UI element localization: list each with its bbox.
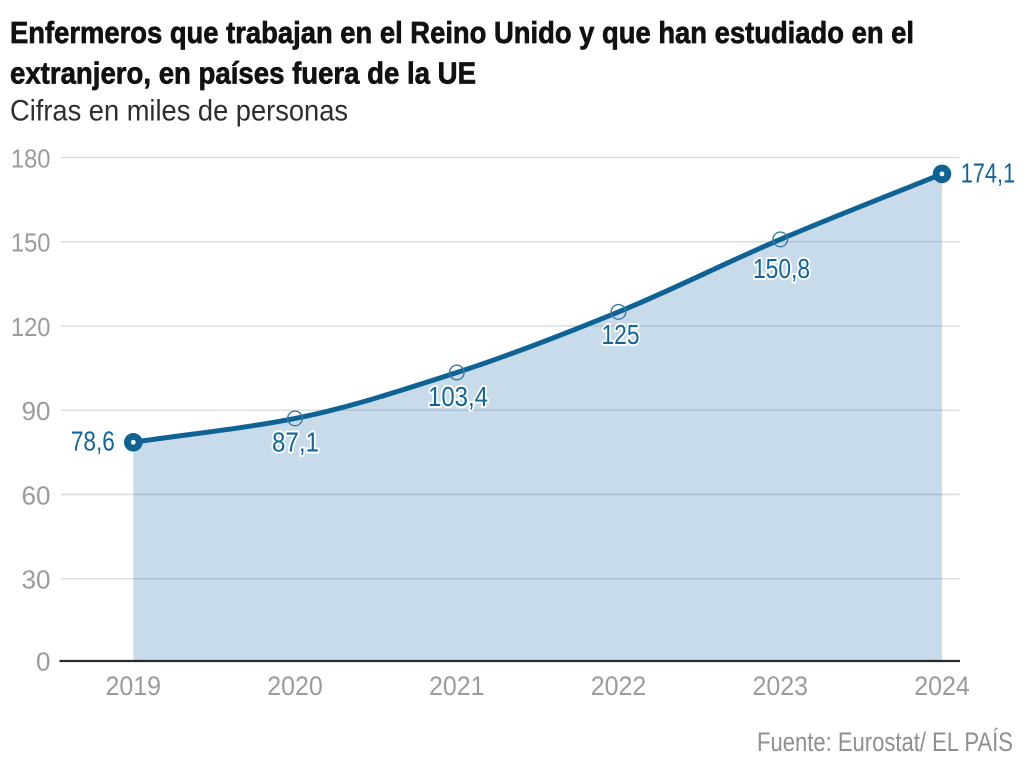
svg-text:Enfermeros que trabajan en el: Enfermeros que trabajan en el Reino Unid…	[10, 15, 914, 50]
svg-text:103,4: 103,4	[428, 381, 488, 412]
svg-text:0: 0	[36, 647, 51, 677]
svg-text:150,8: 150,8	[753, 253, 810, 284]
svg-text:2019: 2019	[106, 671, 162, 701]
svg-text:60: 60	[22, 481, 51, 511]
svg-text:180: 180	[11, 143, 51, 173]
svg-text:2023: 2023	[753, 671, 809, 701]
svg-text:120: 120	[11, 312, 51, 342]
svg-text:2022: 2022	[591, 671, 647, 701]
svg-text:2021: 2021	[429, 671, 485, 701]
svg-text:Fuente: Eurostat/ EL PAÍS: Fuente: Eurostat/ EL PAÍS	[757, 727, 1013, 757]
svg-text:150: 150	[11, 228, 51, 258]
svg-text:30: 30	[22, 565, 51, 595]
svg-text:125: 125	[602, 319, 640, 350]
svg-text:90: 90	[22, 396, 51, 426]
svg-text:174,1: 174,1	[961, 157, 1016, 188]
svg-text:extranjero, en países fuera de: extranjero, en países fuera de la UE	[10, 55, 476, 90]
svg-text:87,1: 87,1	[272, 427, 319, 458]
svg-text:2024: 2024	[914, 671, 970, 701]
svg-text:78,6: 78,6	[71, 425, 115, 456]
svg-text:Cifras en miles de personas: Cifras en miles de personas	[10, 94, 348, 127]
svg-text:2020: 2020	[267, 671, 323, 701]
